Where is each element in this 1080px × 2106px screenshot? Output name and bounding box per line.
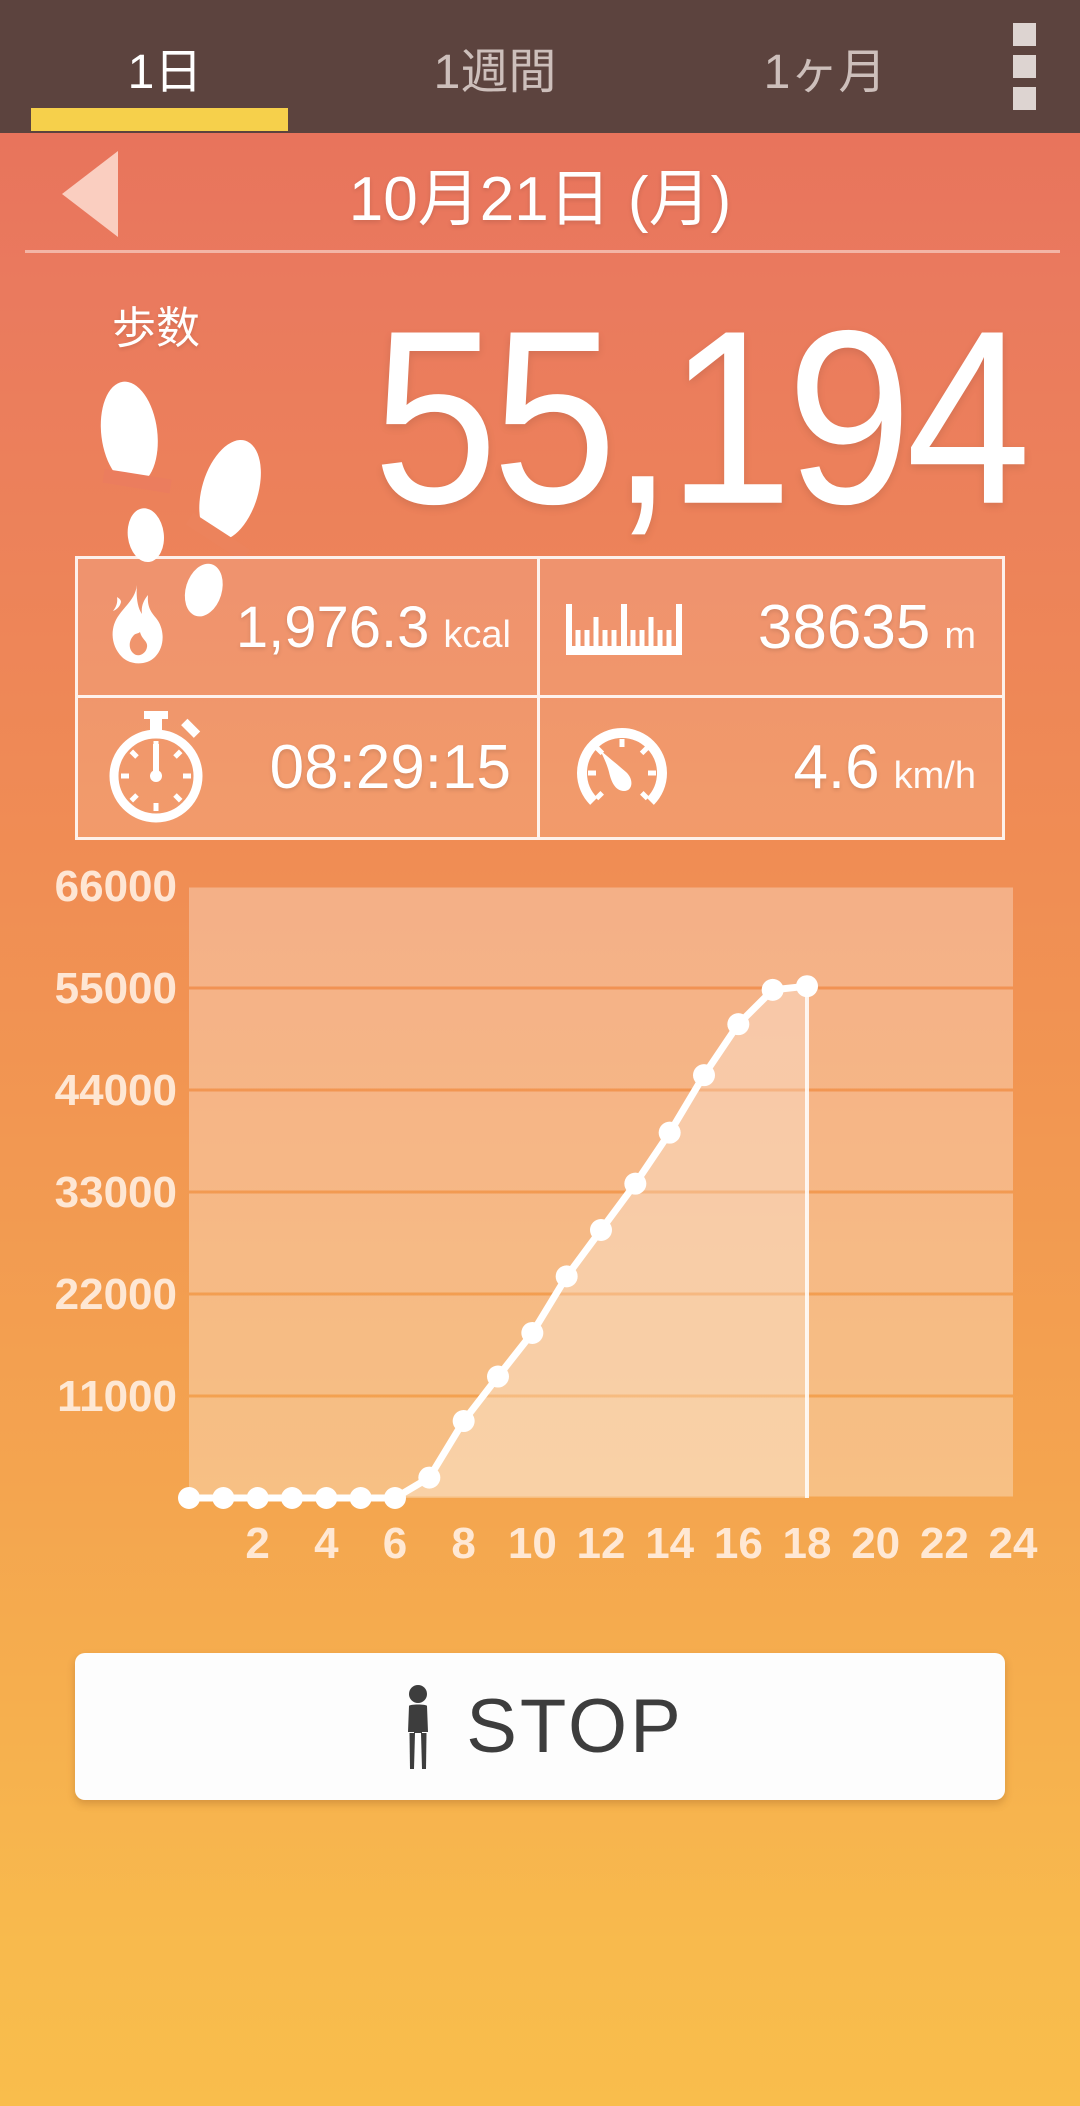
svg-text:66000: 66000 [55,862,177,911]
tab-1-day-label: 1日 [127,45,203,99]
svg-text:14: 14 [645,1519,694,1568]
stats-grid: 1,976.3 kcal 38635 [75,556,1005,840]
overflow-menu-icon [1012,23,1036,46]
overflow-menu-button[interactable] [990,0,1080,133]
svg-text:24: 24 [989,1519,1038,1568]
tab-1-week-label: 1週間 [433,45,557,99]
tab-1-day[interactable]: 1日 [0,0,330,133]
time-value: 08:29:15 [269,733,511,802]
header-divider [25,250,1060,253]
speed-cell: 4.6 km/h [540,698,1002,837]
steps-caption: 歩数 [112,304,200,353]
svg-text:6: 6 [383,1519,407,1568]
svg-text:10: 10 [508,1519,557,1568]
previous-day-button[interactable] [62,151,122,237]
svg-text:44000: 44000 [55,1066,177,1115]
distance-cell: 38635 m [540,559,1002,698]
svg-text:55000: 55000 [55,964,177,1013]
tab-1-week[interactable]: 1週間 [330,0,660,133]
footprints-icon [100,381,261,617]
stop-button[interactable]: STOP [75,1653,1005,1800]
tab-bar: 1日 1週間 1ヶ月 [0,0,1080,133]
svg-text:8: 8 [451,1519,475,1568]
date-title: 10月21日 (月) [348,165,732,234]
active-tab-indicator [31,108,288,131]
flame-icon [112,585,163,664]
svg-text:2: 2 [245,1519,269,1568]
svg-text:22000: 22000 [55,1270,177,1319]
distance-unit: m [944,614,976,657]
svg-text:12: 12 [577,1519,626,1568]
steps-chart: 66000 55000 44000 33000 22000 11000 2 4 6 8 10 12 14… [0,830,1080,1575]
time-cell: 08:29:15 [78,698,540,837]
person-icon [408,1684,429,1769]
date-header: 10月21日 (月) [0,133,1080,253]
calories-value: 1,976.3 [235,594,430,660]
svg-text:11000: 11000 [57,1372,177,1421]
svg-text:20: 20 [851,1519,900,1568]
speed-value: 4.6 [793,733,880,802]
tab-1-month[interactable]: 1ヶ月 [660,0,990,133]
back-arrow-icon [62,151,118,237]
svg-text:18: 18 [783,1519,832,1568]
svg-text:33000: 33000 [55,1168,177,1217]
svg-text:16: 16 [714,1519,763,1568]
ruler-icon [566,604,682,655]
stopwatch-icon [109,710,203,822]
svg-text:4: 4 [314,1519,339,1568]
step-count-value: 55,194 [372,278,1031,556]
stop-button-label: STOP [466,1684,684,1769]
speedometer-icon [577,727,667,805]
tab-1-month-label: 1ヶ月 [763,45,887,99]
calories-cell: 1,976.3 kcal [78,559,540,698]
speed-unit: km/h [893,755,976,797]
distance-value: 38635 [757,592,931,662]
svg-text:22: 22 [920,1519,969,1568]
step-count: 55,194 [275,278,1031,556]
calories-unit: kcal [443,613,511,656]
